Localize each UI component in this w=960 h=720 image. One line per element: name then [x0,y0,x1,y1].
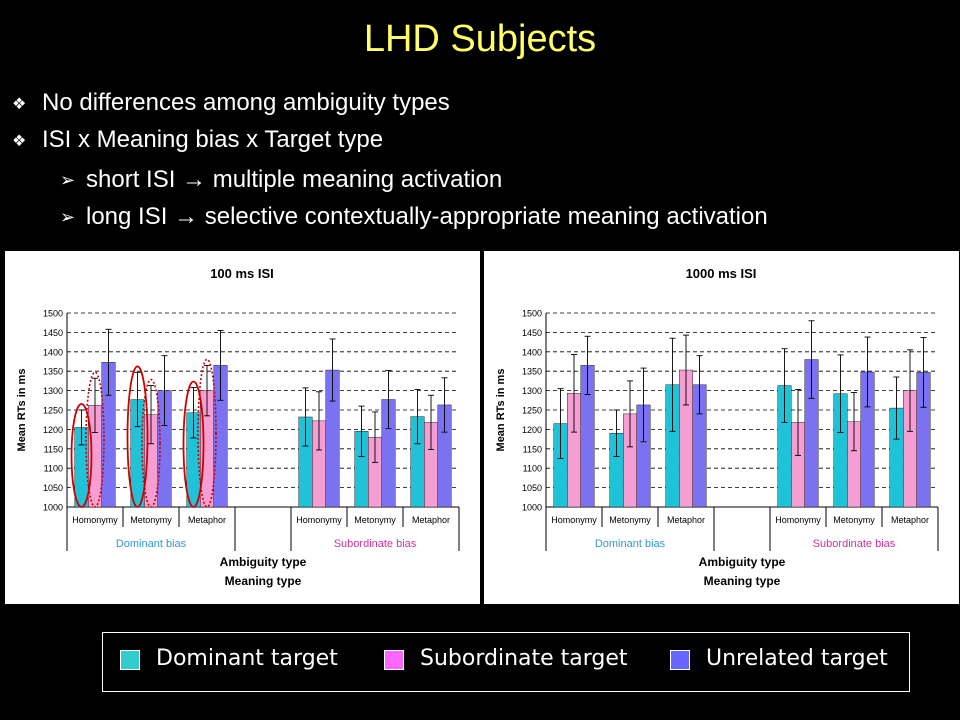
legend-swatch-dominant [120,650,140,670]
chart-title: 1000 ms ISI [686,266,757,281]
y-tick-label: 1000 [43,503,63,513]
y-tick-label: 1450 [522,328,542,338]
chart-panel-1000ms: 1000 ms ISI 1000 1050 1100 1150 1200 1250 1300 1… [484,251,959,604]
category-label: Metonymy [609,515,651,525]
legend-label-unrelated: Unrelated target [706,646,888,671]
sub-bullet-2: ➢ long ISI → selective contextually-appro… [60,203,768,231]
group-label: Subordinate bias [334,538,417,550]
y-tick-label: 1300 [522,386,542,396]
sub-bullet-1-text: short ISI → multiple meaning activation [86,166,503,193]
y-tick-label: 1400 [522,347,542,357]
diamond-bullet-icon: ❖ [12,95,27,113]
y-tick-label: 1250 [522,406,542,416]
highlight-oval-dotted [197,358,217,508]
y-tick-label: 1200 [43,425,63,435]
y-tick-label: 1150 [44,444,63,454]
y-tick-label: 1100 [44,464,63,474]
y-tick-label: 1050 [522,483,542,493]
bullet-2-text: ISI x Meaning bias x Target type [42,126,384,153]
category-label: Homonymy [775,515,821,525]
y-tick-label: 1450 [43,328,63,338]
x-axis-label-2: Meaning type [225,574,302,588]
group-label: Subordinate bias [813,538,896,550]
diamond-bullet-icon: ❖ [12,132,27,150]
category-label: Homonymy [296,515,342,525]
legend-label-dominant: Dominant target [156,646,338,671]
legend-swatch-subordinate [384,650,404,670]
highlight-oval-dotted [85,371,105,508]
category-label: Metonymy [130,515,172,525]
arrow-bullet-icon: ➢ [60,170,76,191]
chart-1000ms-isi: 1000 ms ISI 1000 1050 1100 1150 1200 1250 1300 1… [495,266,939,588]
group-label: Dominant bias [116,538,187,550]
bullet-1-text: No differences among ambiguity types [42,89,450,116]
category-label: Metaphor [412,515,450,525]
y-tick-label: 1200 [522,425,542,435]
y-axis-label: Mean RTs in ms [495,369,507,452]
bullet-2: ❖ ISI x Meaning bias x Target type [12,126,383,154]
y-tick-label: 1150 [523,444,542,454]
group-label: Dominant bias [595,538,666,550]
highlight-oval [70,403,93,508]
category-label: Metaphor [188,515,226,525]
chart-panel-100ms: 100 ms ISI 1000 1050 1100 1150 1200 1250 1300 13… [5,251,480,604]
sub-bullet-2-text: long ISI → selective contextually-approp… [86,203,768,230]
y-axis-label: Mean RTs in ms [16,369,28,452]
highlight-oval [182,380,205,508]
legend-label-subordinate: Subordinate target [420,646,628,671]
y-tick-label: 1500 [43,309,63,319]
y-tick-label: 1050 [43,483,63,493]
arrow-bullet-icon: ➢ [60,207,76,228]
y-tick-label: 1350 [522,367,542,377]
highlight-oval [126,365,149,508]
y-tick-label: 1500 [522,309,542,319]
category-label: Metonymy [354,515,396,525]
x-axis-label-2: Meaning type [704,574,781,588]
x-axis-label: Ambiguity type [699,555,786,569]
legend-swatch-unrelated [670,650,690,670]
sub-bullet-1: ➢ short ISI → multiple meaning activation [60,166,502,194]
slide-title: LHD Subjects [363,18,597,60]
bullet-1: ❖ No differences among ambiguity types [12,89,450,117]
chart-legend: Dominant target Subordinate target Unrel… [102,632,910,692]
category-label: Metaphor [891,515,929,525]
category-label: Metonymy [833,515,875,525]
x-axis-label: Ambiguity type [220,555,307,569]
highlight-oval-dotted [141,378,161,508]
y-tick-label: 1350 [43,367,63,377]
y-tick-label: 1000 [522,503,542,513]
y-tick-label: 1300 [43,386,63,396]
category-label: Homonymy [72,515,118,525]
y-tick-label: 1100 [523,464,542,474]
y-tick-label: 1400 [43,347,63,357]
category-label: Metaphor [667,515,705,525]
chart-100ms-isi: 100 ms ISI 1000 1050 1100 1150 1200 1250 1300 13… [16,266,460,588]
category-label: Homonymy [551,515,597,525]
y-tick-label: 1250 [43,406,63,416]
chart-title: 100 ms ISI [210,266,274,281]
